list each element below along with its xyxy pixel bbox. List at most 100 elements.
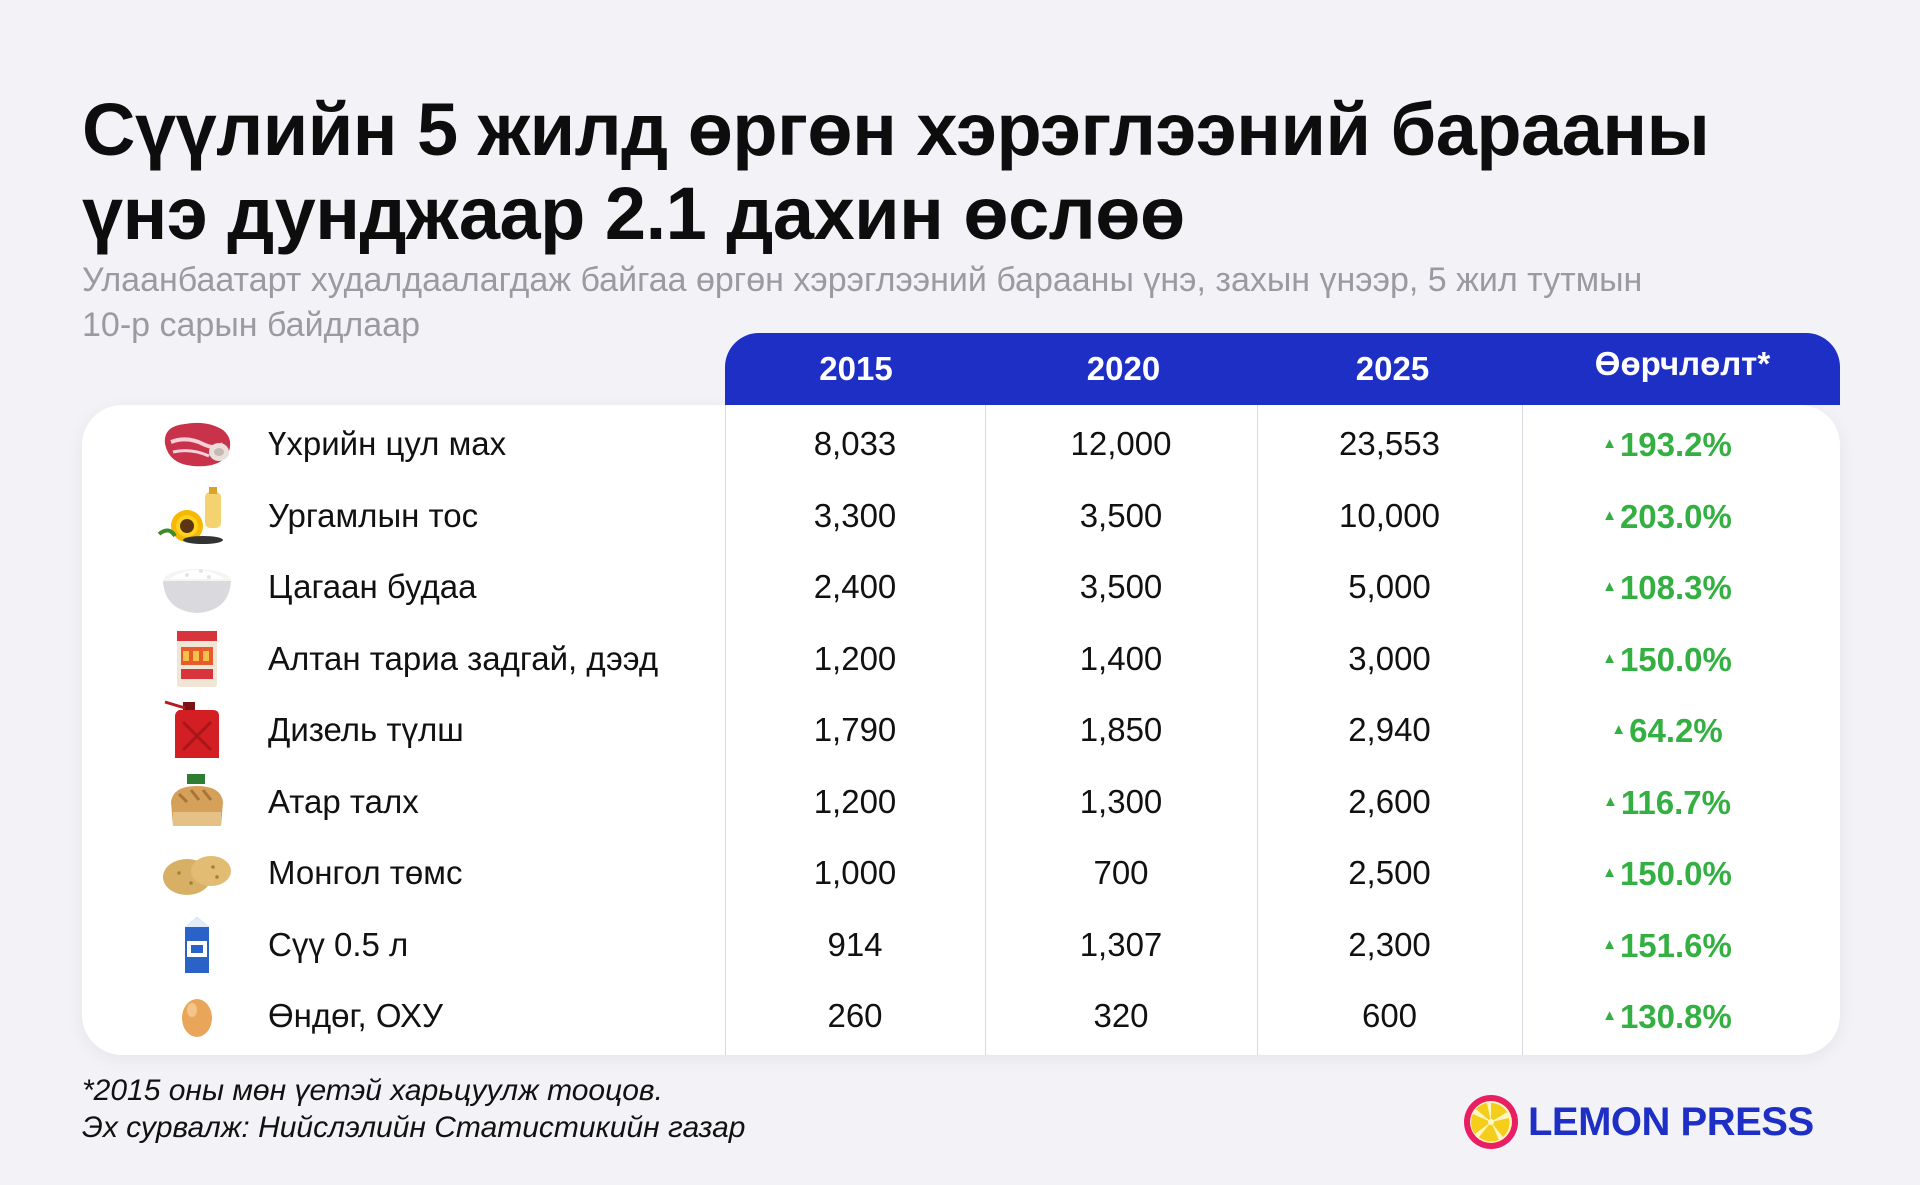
change-value: ▲203.0% <box>1522 480 1812 551</box>
value-2025: 10,000 <box>1339 496 1440 534</box>
sunflower-oil-icon <box>157 486 237 546</box>
value-2020: 1,400 <box>1079 639 1163 677</box>
value-2020: 1,307 <box>1079 925 1163 963</box>
subtitle-line-2: 10-р сарын байдлаар <box>82 306 420 344</box>
table-row: Өндөг, ОХУ 260 320 600 ▲130.8% <box>82 980 1840 1051</box>
table-row: Атар талх 1,200 1,300 2,600 ▲116.7% <box>82 766 1840 837</box>
value-2015: 8,033 <box>813 425 897 462</box>
value-2020: 3,500 <box>1079 568 1163 605</box>
value-2020: 3,500 <box>1079 496 1163 534</box>
triangle-up-icon: ▲ <box>1611 721 1627 738</box>
value-2025: 23,553 <box>1339 425 1440 462</box>
change-percent: 108.3% <box>1619 569 1732 606</box>
header-2025: 2025 <box>1355 350 1430 387</box>
rice-bowl-icon <box>157 557 237 617</box>
change-value: ▲150.0% <box>1522 837 1812 908</box>
value-2020: 320 <box>1093 997 1149 1034</box>
item-name: Атар талх <box>268 782 419 820</box>
header-2015: 2015 <box>819 350 893 387</box>
table-row: Сүү 0.5 л 914 1,307 2,300 ▲151.6% <box>82 909 1840 980</box>
lemon-press-logo: LEMON PRESS <box>1462 1092 1842 1152</box>
change-value: ▲150.0% <box>1522 623 1812 694</box>
value-2020: 1,850 <box>1079 711 1163 748</box>
subtitle: Улаанбаатарт худалдаалагдаж байгаа өргөн… <box>82 258 1782 348</box>
fuel-canister-icon <box>157 700 237 760</box>
change-value: ▲64.2% <box>1522 694 1812 765</box>
item-name: Өндөг, ОХУ <box>268 997 444 1034</box>
change-value: ▲116.7% <box>1522 766 1812 837</box>
triangle-up-icon: ▲ <box>1602 435 1617 452</box>
item-name: Алтан тариа задгай, дээд <box>268 639 659 677</box>
change-value: ▲193.2% <box>1522 408 1812 479</box>
change-value: ▲130.8% <box>1522 980 1812 1051</box>
triangle-up-icon: ▲ <box>1602 1007 1617 1024</box>
subtitle-line-1: Улаанбаатарт худалдаалагдаж байгаа өргөн… <box>82 261 1643 299</box>
flour-bag-icon <box>157 629 237 689</box>
triangle-up-icon: ▲ <box>1603 792 1618 810</box>
change-value: ▲151.6% <box>1522 909 1812 980</box>
triangle-up-icon: ▲ <box>1602 578 1617 595</box>
header-change: Өөрчлөлт* <box>1594 345 1771 382</box>
item-name: Цагаан будаа <box>268 568 477 605</box>
header-2020: 2020 <box>1086 350 1161 387</box>
column-divider <box>1257 405 1258 1055</box>
footnote: *2015 оны мөн үетэй харьцуулж тооцов. Эх… <box>82 1072 745 1146</box>
change-percent: 150.0% <box>1619 640 1732 678</box>
value-2025: 2,500 <box>1348 854 1431 891</box>
value-2020: 700 <box>1093 854 1149 891</box>
value-2015: 2,400 <box>813 568 897 605</box>
value-2015: 1,200 <box>813 782 897 820</box>
table-row: Ургамлын тос 3,300 3,500 10,000 ▲203.0% <box>82 480 1840 551</box>
table-card <box>82 405 1840 1055</box>
table-row: Үхрийн цул мах 8,033 12,000 23,553 ▲193.2% <box>82 408 1840 479</box>
value-2015: 260 <box>827 997 883 1034</box>
table-row: Алтан тариа задгай, дээд 1,200 1,400 3,000 ▲… <box>82 623 1840 694</box>
change-percent: 116.7% <box>1620 783 1731 821</box>
change-percent: 64.2% <box>1629 712 1723 749</box>
column-divider <box>725 405 726 1055</box>
triangle-up-icon: ▲ <box>1602 506 1617 524</box>
item-name: Сүү 0.5 л <box>268 925 409 963</box>
potato-icon <box>157 843 237 903</box>
bread-icon <box>157 772 237 832</box>
column-divider <box>1522 405 1523 1055</box>
value-2025: 2,300 <box>1348 925 1431 963</box>
table-header: 2015 2020 2025 Өөрчлөлт* <box>725 333 1840 405</box>
value-2015: 1,790 <box>813 711 897 748</box>
value-2015: 1,200 <box>813 639 897 677</box>
item-name: Дизель түлш <box>268 711 464 748</box>
value-2020: 12,000 <box>1070 425 1172 462</box>
item-name: Үхрийн цул мах <box>268 425 507 462</box>
column-divider <box>985 405 986 1055</box>
title-line-2: үнэ дунджаар 2.1 дахин өслөө <box>82 172 1185 255</box>
triangle-up-icon: ▲ <box>1602 864 1617 881</box>
item-name: Ургамлын тос <box>268 496 479 534</box>
table-row: Монгол төмс 1,000 700 2,500 ▲150.0% <box>82 837 1840 908</box>
change-percent: 150.0% <box>1619 855 1732 892</box>
value-2015: 914 <box>827 925 883 963</box>
value-2015: 3,300 <box>813 496 897 534</box>
value-2020: 1,300 <box>1079 782 1163 820</box>
change-percent: 203.0% <box>1619 497 1732 535</box>
change-percent: 130.8% <box>1619 998 1732 1035</box>
footnote-source: Эх сурвалж: Нийслэлийн Статистикийн газа… <box>82 1111 746 1144</box>
footnote-method: *2015 оны мөн үетэй харьцуулж тооцов. <box>82 1074 663 1107</box>
logo-text: LEMON PRESS <box>1528 1100 1814 1144</box>
change-percent: 151.6% <box>1619 926 1732 964</box>
triangle-up-icon: ▲ <box>1602 649 1617 667</box>
beef-icon <box>157 414 237 474</box>
value-2025: 600 <box>1361 997 1418 1034</box>
value-2025: 2,940 <box>1348 711 1431 748</box>
change-percent: 193.2% <box>1619 426 1732 463</box>
item-name: Монгол төмс <box>268 854 463 891</box>
value-2015: 1,000 <box>813 854 897 891</box>
table-row: Дизель түлш 1,790 1,850 2,940 ▲64.2% <box>82 694 1840 765</box>
triangle-up-icon: ▲ <box>1602 935 1617 953</box>
value-2025: 3,000 <box>1348 639 1431 677</box>
value-2025: 2,600 <box>1348 782 1431 820</box>
change-value: ▲108.3% <box>1522 551 1812 622</box>
table-row: Цагаан будаа 2,400 3,500 5,000 ▲108.3% <box>82 551 1840 622</box>
title-line-1: Сүүлийн 5 жилд өргөн хэрэглээний барааны <box>82 88 1710 171</box>
milk-carton-icon <box>157 915 237 975</box>
value-2025: 5,000 <box>1348 568 1431 605</box>
